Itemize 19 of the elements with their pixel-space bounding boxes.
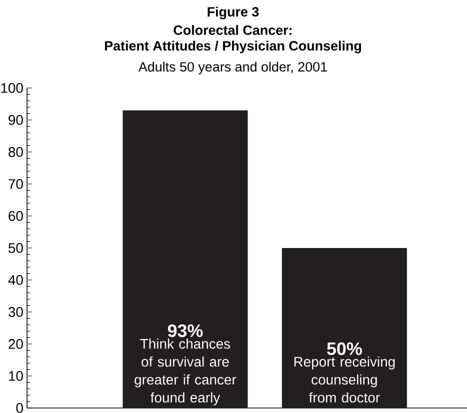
x-tick-label: Think chances of survival are greater if cancer found early bbox=[134, 338, 236, 406]
y-tick-label: 10 bbox=[9, 371, 23, 381]
y-tick-label: 100 bbox=[1, 83, 23, 93]
y-tick-label: 50 bbox=[8, 243, 23, 253]
chart-subtitle: Adults 50 years and older, 2001 bbox=[138, 62, 327, 74]
data-label: 50% bbox=[327, 342, 362, 356]
data-label: 93% bbox=[168, 324, 203, 338]
y-tick-label: 40 bbox=[8, 275, 23, 285]
y-tick-label: 0 bbox=[16, 403, 23, 413]
chart-title: Figure 3 bbox=[208, 6, 259, 20]
y-tick-label: 60 bbox=[8, 211, 23, 221]
y-tick-label: 80 bbox=[8, 147, 23, 157]
y-tick-label: 20 bbox=[8, 339, 23, 349]
text: Patient Attitudes / Physician Counseling bbox=[105, 40, 362, 54]
x-tick-label: Report receiving counseling from doctor bbox=[294, 356, 395, 403]
y-tick-label: 90 bbox=[8, 115, 23, 125]
y-tick-label: 70 bbox=[8, 179, 23, 189]
text: Colorectal Cancer: bbox=[174, 25, 292, 35]
y-tick-label: 30 bbox=[8, 307, 23, 317]
